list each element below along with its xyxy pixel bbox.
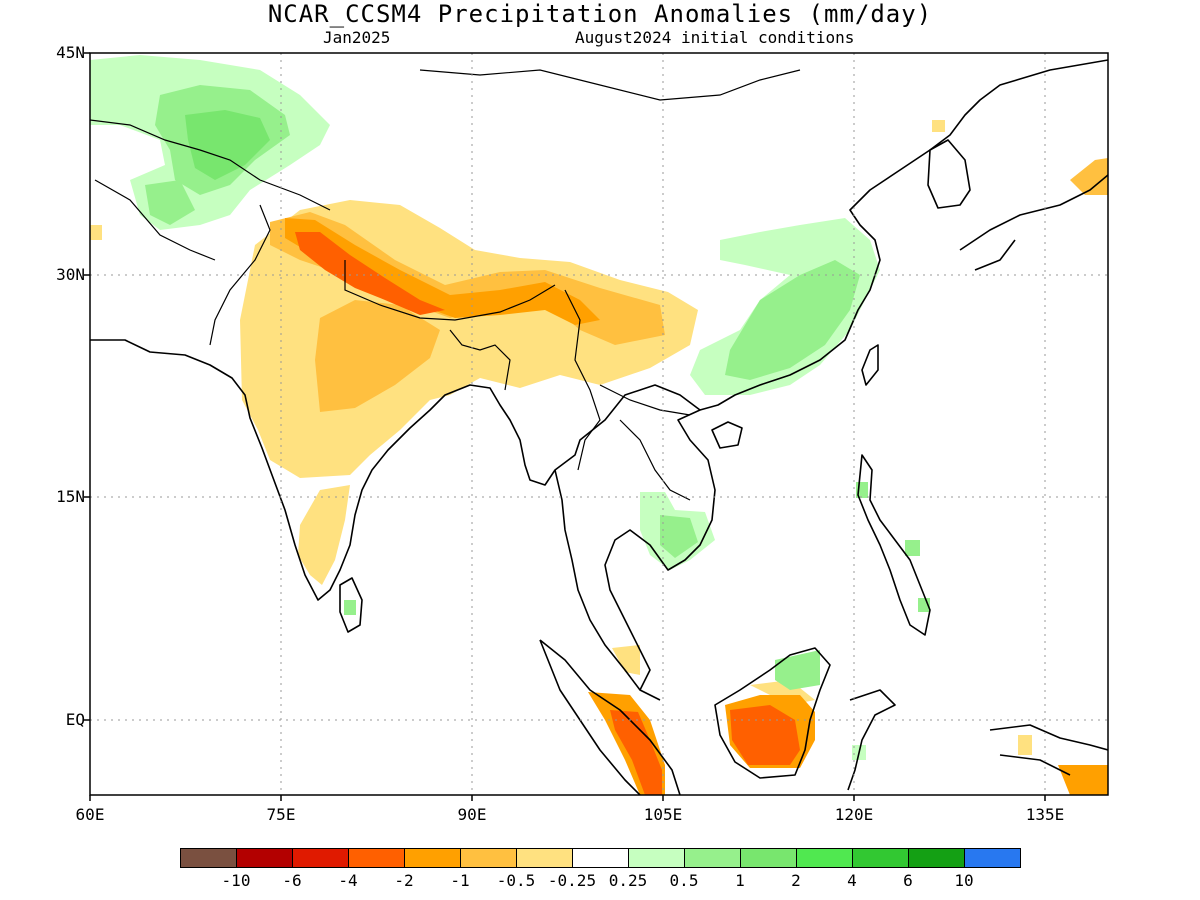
dry-anomaly-small-1	[1018, 735, 1032, 755]
legend-swatch	[796, 848, 853, 868]
legend-swatch	[348, 848, 405, 868]
dry-anomaly-newguinea	[1058, 765, 1108, 795]
map-title: NCAR_CCSM4 Precipitation Anomalies (mm/d…	[267, 0, 933, 28]
lon-label-75e: 75E	[266, 805, 296, 824]
legend-tick-label: -1	[450, 871, 470, 890]
anomaly-shading	[90, 55, 1108, 795]
forecast-month: Jan2025	[323, 28, 391, 47]
lat-label-eq: EQ	[65, 710, 85, 729]
strong-dry-himalaya	[285, 218, 600, 325]
lon-label-135e: 135E	[1025, 805, 1065, 824]
coastline-indochina	[554, 409, 716, 701]
lat-label-45n: 45N	[56, 43, 85, 62]
border-afghanistan	[94, 179, 216, 261]
legend-tick-label: 2	[791, 871, 801, 890]
dry-anomaly-japan	[1070, 158, 1108, 195]
legend-tick-label: 4	[847, 871, 857, 890]
wet-anomaly-pakistan-west	[145, 180, 195, 225]
legend-swatch	[908, 848, 965, 868]
legend-tick-label: -10	[221, 871, 251, 890]
legend-tick-label: -0.25	[547, 871, 597, 890]
legend-tick-label: 10	[954, 871, 974, 890]
dry-anomaly-small-3	[932, 120, 945, 132]
country-borders	[90, 69, 801, 501]
border-china-indochina	[599, 384, 691, 416]
legend-swatch	[964, 848, 1021, 868]
moderate-dry-india	[315, 300, 440, 412]
wet-anomaly-small-lanka	[344, 600, 356, 615]
border-nepal-bhutan	[344, 260, 556, 321]
lon-label-105e: 105E	[643, 805, 683, 824]
border-central-asia	[90, 119, 331, 211]
color-scale-legend	[180, 848, 1021, 870]
legend-tick-label: 1	[735, 871, 745, 890]
legend-tick-label: -0.5	[496, 871, 536, 890]
coastline-hainan	[711, 421, 743, 449]
dry-anomaly-sumatra-light	[612, 645, 640, 675]
strong-dry-sumatra	[610, 710, 662, 795]
graticule	[90, 53, 1108, 795]
legend-tick-label: 0.25	[608, 871, 648, 890]
coastlines	[90, 59, 1108, 795]
border-myanmar-thailand	[564, 289, 601, 471]
border-india-pakistan	[209, 204, 271, 346]
wet-anomaly-se-china-mid	[725, 260, 860, 380]
legend-swatch	[404, 848, 461, 868]
wet-anomaly-philippines	[856, 482, 930, 612]
wet-anomaly-pamir	[185, 110, 270, 180]
border-mongolia	[419, 69, 801, 101]
legend-tick-label: -4	[338, 871, 358, 890]
legend-swatch	[852, 848, 909, 868]
legend-swatch	[572, 848, 629, 868]
wet-anomaly-borneo-north	[775, 650, 820, 690]
dry-anomaly-peninsula	[298, 485, 350, 585]
coastline-taiwan	[861, 344, 879, 386]
dry-anomaly-small-2	[90, 225, 102, 240]
legend-swatch	[740, 848, 797, 868]
legend-swatch	[460, 848, 517, 868]
coastline-borneo	[714, 647, 831, 779]
legend-swatch	[292, 848, 349, 868]
initial-conditions-label: August2024 initial conditions	[575, 28, 855, 47]
strong-dry-borneo	[730, 705, 800, 765]
coastline-sri-lanka	[339, 577, 363, 633]
legend-tick-label: 6	[903, 871, 913, 890]
lat-label-15n: 15N	[56, 487, 85, 506]
legend-tick-label: 0.5	[669, 871, 699, 890]
axis-ticks	[84, 52, 1046, 801]
map-frame	[89, 52, 1109, 796]
legend-swatch	[516, 848, 573, 868]
legend-swatch	[180, 848, 237, 868]
border-bangladesh	[449, 329, 511, 391]
lon-label-60e: 60E	[75, 805, 105, 824]
coastline-sumatra	[539, 639, 681, 795]
very-strong-dry-himalaya	[295, 232, 445, 315]
coastline-south-asia	[90, 59, 1108, 601]
legend-tick-label: -6	[282, 871, 302, 890]
legend-swatch	[628, 848, 685, 868]
coastline-philippines	[857, 454, 931, 636]
legend-swatch	[684, 848, 741, 868]
coastline-sulawesi	[847, 689, 896, 791]
border-laos-vietnam	[619, 419, 691, 501]
coastline-new-guinea	[989, 724, 1108, 776]
legend-swatch	[236, 848, 293, 868]
lon-label-120e: 120E	[834, 805, 874, 824]
lon-label-90e: 90E	[457, 805, 487, 824]
coastline-japan	[959, 174, 1108, 271]
lat-label-30n: 30N	[56, 265, 85, 284]
coastline-korea	[927, 139, 971, 209]
legend-tick-label: -2	[394, 871, 414, 890]
wet-anomaly-cambodia-mid	[660, 515, 698, 558]
